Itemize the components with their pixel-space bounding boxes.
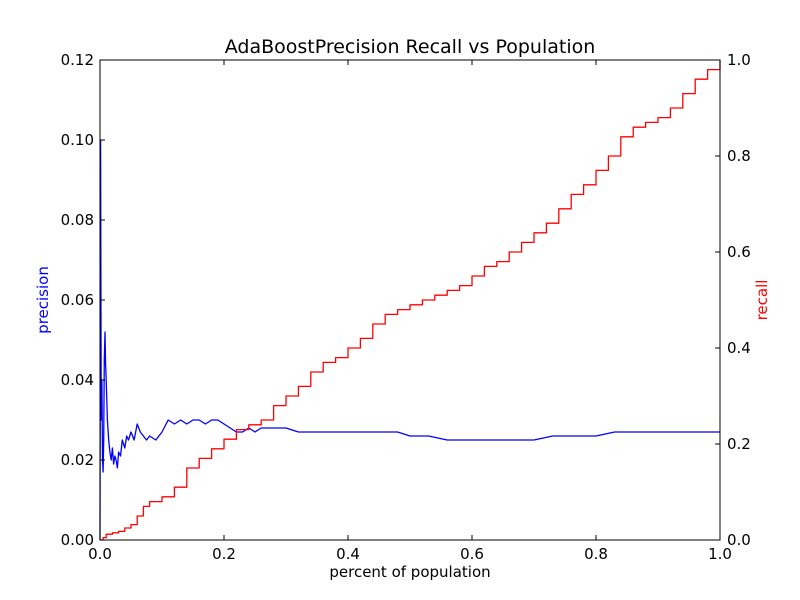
- y-right-tick-label: 0.2: [727, 435, 751, 453]
- y-right-tick-label: 0.0: [727, 531, 751, 549]
- x-tick-label: 0.4: [336, 545, 360, 563]
- y-right-tick-label: 0.8: [727, 147, 751, 165]
- y-right-tick-label: 0.6: [727, 243, 751, 261]
- x-tick-label: 0.0: [88, 545, 112, 563]
- tick-layer: 0.0 0.2 0.4 0.6 0.8 1.0 0.00 0.02 0.04 0.06 0.08 0.…: [61, 51, 751, 563]
- x-tick-label: 0.8: [584, 545, 608, 563]
- x-tick-label: 1.0: [708, 545, 732, 563]
- y-left-tick-label: 0.06: [61, 291, 94, 309]
- precision-series-line: [99, 139, 720, 541]
- y-left-tick-label: 0.10: [61, 131, 94, 149]
- chart-title: AdaBoostPrecision Recall vs Population: [225, 36, 596, 58]
- recall-series-line: [100, 60, 721, 541]
- series-layer: [99, 60, 721, 541]
- y-left-tick-label: 0.00: [61, 531, 94, 549]
- y-axis-right-label: recall: [753, 280, 771, 321]
- y-left-tick-label: 0.08: [61, 211, 94, 229]
- y-left-tick-label: 0.02: [61, 451, 94, 469]
- x-tick-label: 0.2: [212, 545, 236, 563]
- y-left-tick-label: 0.04: [61, 371, 94, 389]
- x-tick-label: 0.6: [460, 545, 484, 563]
- x-axis-label: percent of population: [329, 563, 490, 581]
- y-left-tick-label: 0.12: [61, 51, 94, 69]
- y-right-tick-label: 0.4: [727, 339, 751, 357]
- y-right-tick-label: 1.0: [727, 51, 751, 69]
- y-axis-left-label: precision: [34, 266, 52, 334]
